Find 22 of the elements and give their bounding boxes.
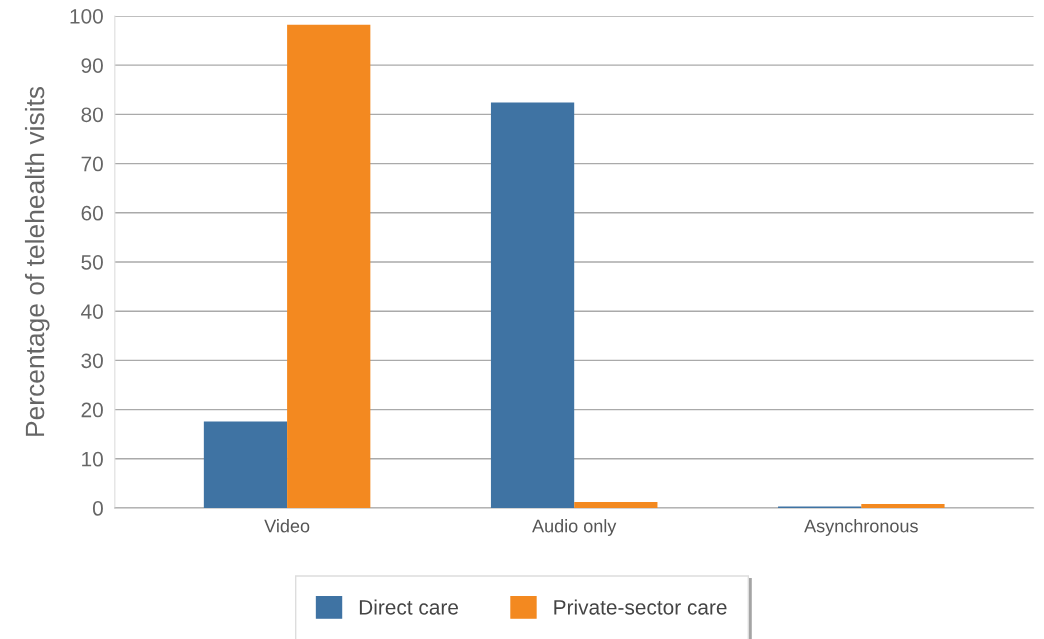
legend-label: Private-sector care [554, 599, 727, 615]
y-tick-label: 50 [81, 254, 103, 270]
bar [287, 24, 371, 509]
y-tick-label: 90 [81, 58, 103, 73]
y-tick-label: 10 [82, 451, 103, 467]
legend-label: Direct care [359, 599, 458, 615]
y-tick-label: 0 [92, 501, 103, 516]
bar [861, 504, 945, 509]
y-tick-label: 100 [70, 8, 103, 24]
y-tick-label: 60 [81, 205, 103, 221]
y-tick-label: 30 [81, 353, 103, 369]
x-tick-label: Audio only [532, 519, 617, 536]
x-tick-label: Video [264, 519, 310, 533]
bar [203, 421, 288, 509]
y-tick-label: 20 [81, 402, 103, 418]
y-tick-label: 70 [81, 156, 103, 172]
y-tick-label: 40 [81, 304, 103, 319]
x-tick-label: Asynchronous [804, 519, 918, 536]
bar [574, 502, 658, 509]
y-tick-label: 80 [81, 107, 103, 123]
bar [490, 102, 575, 509]
y-axis-title: Percentage of telehealth visits [24, 86, 50, 436]
